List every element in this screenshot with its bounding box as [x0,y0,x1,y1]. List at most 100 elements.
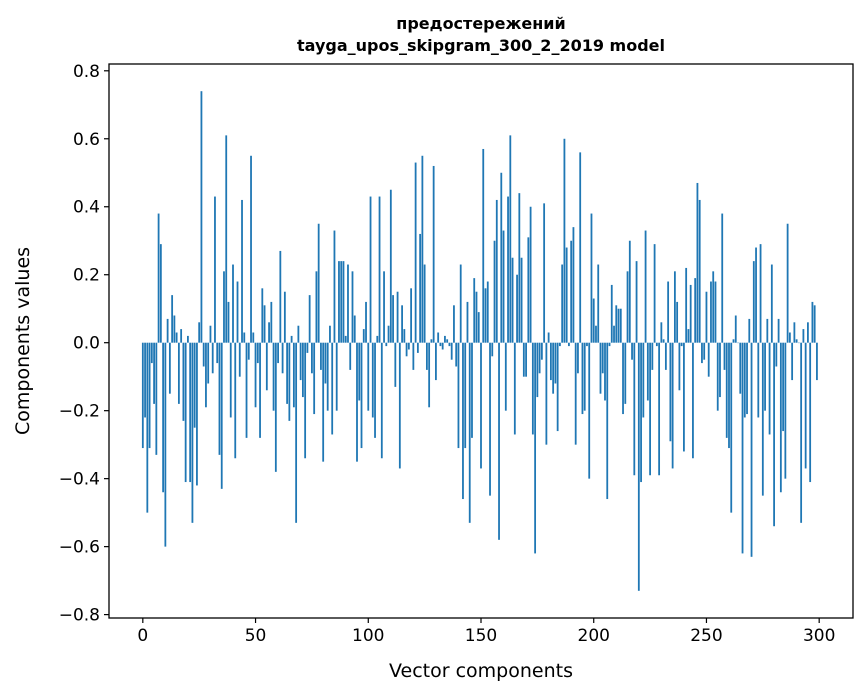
bar [565,247,568,343]
bar [640,342,642,483]
bar [680,342,683,347]
bar [272,342,275,411]
bar [536,342,539,398]
bar [428,342,431,408]
bar [669,342,672,442]
bar [635,261,638,343]
bar [750,342,753,557]
y-tick-label: 0.0 [73,334,100,354]
bar [563,138,566,343]
bar [196,342,198,486]
bar [723,342,726,370]
bar [378,196,381,343]
bar [604,342,606,401]
bar [414,162,417,343]
bar [786,223,789,343]
bar [728,342,730,449]
x-tick-label: 300 [803,626,835,646]
bar [462,342,464,500]
bar [191,342,194,523]
bar [268,322,270,343]
bar [236,281,239,343]
bar [730,342,733,513]
bar [157,213,160,343]
bar [615,305,618,343]
bar [800,342,803,523]
bar [599,342,602,394]
y-axis-label: Components values [12,247,34,435]
bar [732,339,735,343]
bar [649,342,651,476]
bar [770,264,773,343]
bar [238,342,241,377]
bar [705,291,708,343]
bar [595,325,597,343]
bar [804,342,807,469]
bar [202,342,205,367]
bar [322,342,325,462]
bar [177,342,180,404]
bar [441,342,444,350]
bar [344,335,347,343]
bar [383,271,385,343]
bar [347,264,349,343]
bar [389,189,392,343]
bar [707,342,710,377]
bar [689,284,692,343]
bar [658,342,661,476]
bar [687,329,690,343]
y-ticks: −0.8 −0.6 −0.4 −0.2 0.0 0.2 0.4 0.6 0.8 [59,62,109,626]
bar [683,342,685,452]
bar [507,196,509,343]
y-tick-label: −0.8 [59,606,100,626]
bar [405,342,408,357]
bar [306,342,309,353]
bar [692,342,694,459]
bar [498,342,500,540]
bar [549,342,552,381]
bar [401,305,403,343]
bar [146,342,149,513]
bar [540,342,543,360]
bar [664,342,667,370]
y-tick-label: 0.4 [73,198,100,218]
bar [218,342,221,455]
bar [495,199,498,343]
bar [232,264,234,343]
bar [529,206,532,343]
y-tick-label: −0.4 [59,470,100,490]
bar [394,342,397,387]
bar [694,278,697,343]
bar [290,335,293,343]
x-tick-label: 200 [578,626,610,646]
bar [398,342,401,469]
bar [148,342,151,449]
x-tick-label: 0 [137,626,148,646]
bar [247,342,250,360]
bar [184,342,187,483]
bar [261,288,264,343]
bar [531,342,534,435]
bar [538,342,541,374]
bar [365,301,367,343]
bar [164,342,167,547]
bar [331,342,334,435]
bar [568,342,570,347]
bar [311,342,313,374]
bar [256,342,259,364]
bar [746,342,748,415]
bar [299,342,302,381]
bar [457,342,460,449]
bar [777,318,780,343]
bar [329,325,331,343]
bar [301,342,304,398]
bar [583,342,586,411]
bar [205,342,207,408]
bar [468,342,471,523]
bar [349,342,352,370]
bar [482,148,485,343]
bar [673,271,676,343]
bars-group [141,91,818,591]
bar [676,301,679,343]
